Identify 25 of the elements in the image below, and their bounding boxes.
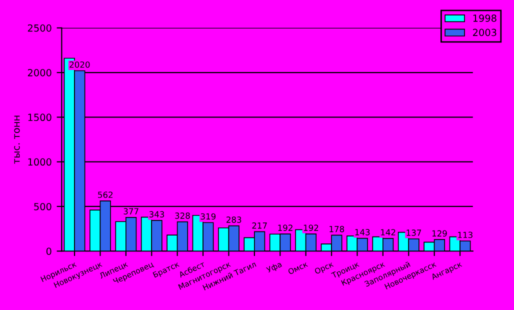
- data-label: 143: [355, 229, 370, 236]
- data-label: 192: [278, 224, 292, 231]
- legend-label: 2003: [472, 28, 496, 36]
- y-tick-label: 1000: [28, 158, 52, 166]
- y-axis-title: тыс. тонн: [14, 116, 20, 164]
- y-tick-label: 1500: [28, 114, 52, 122]
- y-tick-label: 0: [46, 248, 52, 255]
- y-tick-label: 2000: [28, 69, 52, 76]
- data-label: 217: [252, 222, 267, 229]
- data-label: 319: [200, 213, 216, 220]
- data-label: 283: [226, 216, 242, 223]
- legend-label: 1998: [473, 14, 496, 22]
- data-label: 2020: [70, 61, 90, 68]
- data-label: 192: [304, 224, 318, 231]
- data-label: 137: [406, 230, 422, 236]
- y-tick-label: 2500: [28, 24, 52, 32]
- data-label: 129: [432, 230, 447, 237]
- y-tick-label: 500: [34, 202, 52, 210]
- data-label: 562: [98, 192, 112, 198]
- data-label: 142: [381, 229, 396, 236]
- data-label: 328: [175, 212, 190, 219]
- data-label: 343: [149, 211, 164, 218]
- data-label: 377: [124, 208, 138, 214]
- data-label: 178: [330, 226, 344, 232]
- data-label: 113: [458, 232, 472, 238]
